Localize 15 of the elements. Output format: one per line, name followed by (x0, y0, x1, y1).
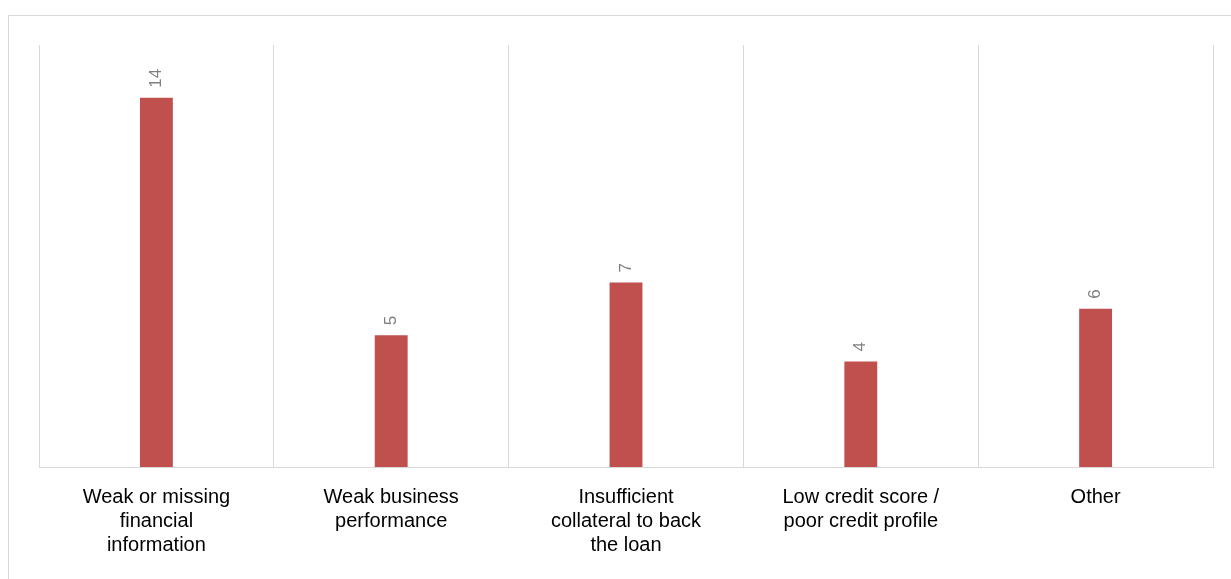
bar (609, 282, 643, 467)
data-label: 7 (615, 262, 635, 273)
bar (844, 361, 878, 467)
data-label: 5 (380, 315, 400, 326)
bar (139, 97, 173, 467)
bar (374, 335, 408, 467)
x-tick-label: Other (1070, 484, 1121, 507)
x-tick-label: Low credit score / poor credit profile (782, 484, 940, 531)
x-tick-label: Weak or missing financial information (82, 484, 231, 555)
data-label: 6 (1085, 289, 1105, 299)
x-tick-label: Insufficient collateral to back the loan (550, 484, 703, 555)
data-label: 14 (146, 68, 166, 88)
x-tick-label: Weak business performance (323, 484, 459, 531)
bar (1079, 308, 1113, 467)
data-label: 4 (850, 342, 870, 352)
